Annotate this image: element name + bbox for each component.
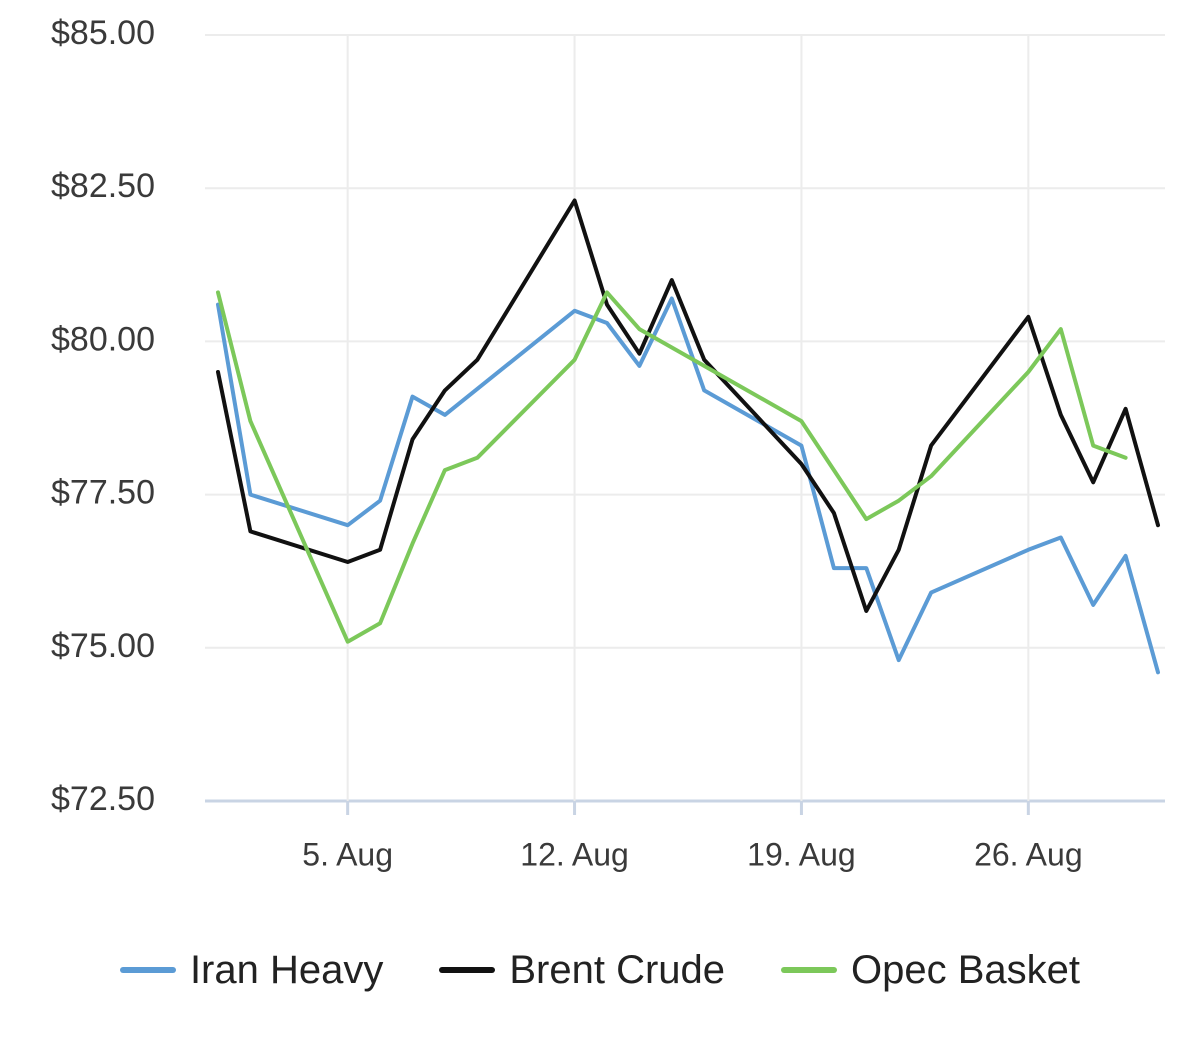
legend-swatch	[119, 967, 176, 973]
x-tick-label: 12. Aug	[520, 836, 629, 872]
x-axis: 5. Aug 12. Aug 19. Aug 26. Aug	[302, 801, 1083, 872]
y-tick-label: $82.50	[51, 167, 155, 205]
gridlines	[205, 34, 1165, 803]
legend-item-opec-basket[interactable]: Opec Basket	[781, 948, 1080, 993]
legend: Iran Heavy Brent Crude Opec Basket	[0, 935, 1200, 1005]
x-tick-label: 5. Aug	[302, 836, 393, 872]
y-tick-label: $75.00	[51, 627, 155, 665]
x-tick-label: 26. Aug	[974, 836, 1083, 872]
legend-swatch	[439, 967, 496, 973]
legend-item-iran-heavy[interactable]: Iran Heavy	[119, 947, 384, 993]
legend-label: Opec Basket	[851, 947, 1081, 992]
series-lines	[216, 198, 1160, 675]
y-tick-label: $80.00	[51, 320, 155, 358]
legend-item-brent-crude[interactable]: Brent Crude	[439, 948, 725, 993]
x-tick-label: 19. Aug	[747, 836, 856, 872]
series-line-brent-crude	[216, 198, 1160, 613]
y-axis: $72.50 $75.00 $77.50 $80.00 $82.50 $85.00	[51, 14, 155, 818]
y-tick-label: $72.50	[51, 780, 155, 818]
legend-swatch	[781, 967, 838, 973]
legend-label: Iran Heavy	[189, 947, 384, 992]
series-line-opec-basket	[216, 290, 1128, 644]
series-line-iran-heavy	[216, 296, 1160, 675]
y-tick-label: $77.50	[51, 474, 155, 512]
legend-label: Brent Crude	[509, 947, 726, 992]
y-tick-label: $85.00	[51, 14, 155, 52]
line-chart: $72.50 $75.00 $77.50 $80.00 $82.50 $85.00 5. …	[51, 14, 1165, 872]
